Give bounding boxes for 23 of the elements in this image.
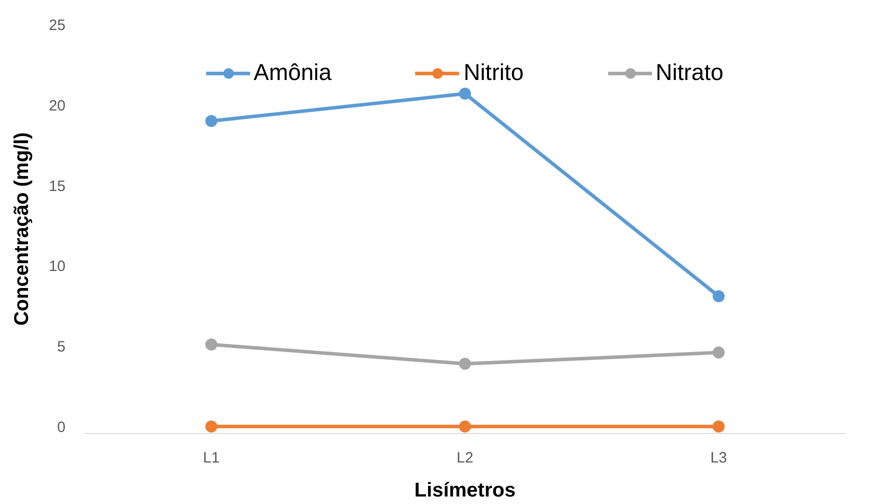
y-tick-label: 10 <box>48 258 66 276</box>
y-tick-label: 20 <box>48 97 66 114</box>
x-axis-title: Lisímetros <box>414 480 516 502</box>
point <box>712 346 725 359</box>
point <box>712 420 725 433</box>
point <box>205 114 218 127</box>
x-tick-label: L1 <box>202 450 220 466</box>
point <box>205 420 218 433</box>
y-tick-label: 15 <box>48 178 66 195</box>
legend-label: Amônia <box>254 59 332 86</box>
y-tick-label: 5 <box>57 338 66 356</box>
point <box>712 290 725 302</box>
point <box>459 420 471 433</box>
point <box>459 88 471 100</box>
point <box>459 358 471 370</box>
y-axis-title: Concentração (mg/l) <box>10 132 33 326</box>
x-tick-label: L2 <box>456 450 474 466</box>
x-tick-label: L3 <box>710 450 728 466</box>
point <box>205 338 218 350</box>
legend-label: Nitrato <box>656 59 724 86</box>
y-tick-label: 0 <box>57 419 66 436</box>
legend-label: Nitrito <box>464 59 524 86</box>
y-tick-label: 25 <box>48 17 66 34</box>
